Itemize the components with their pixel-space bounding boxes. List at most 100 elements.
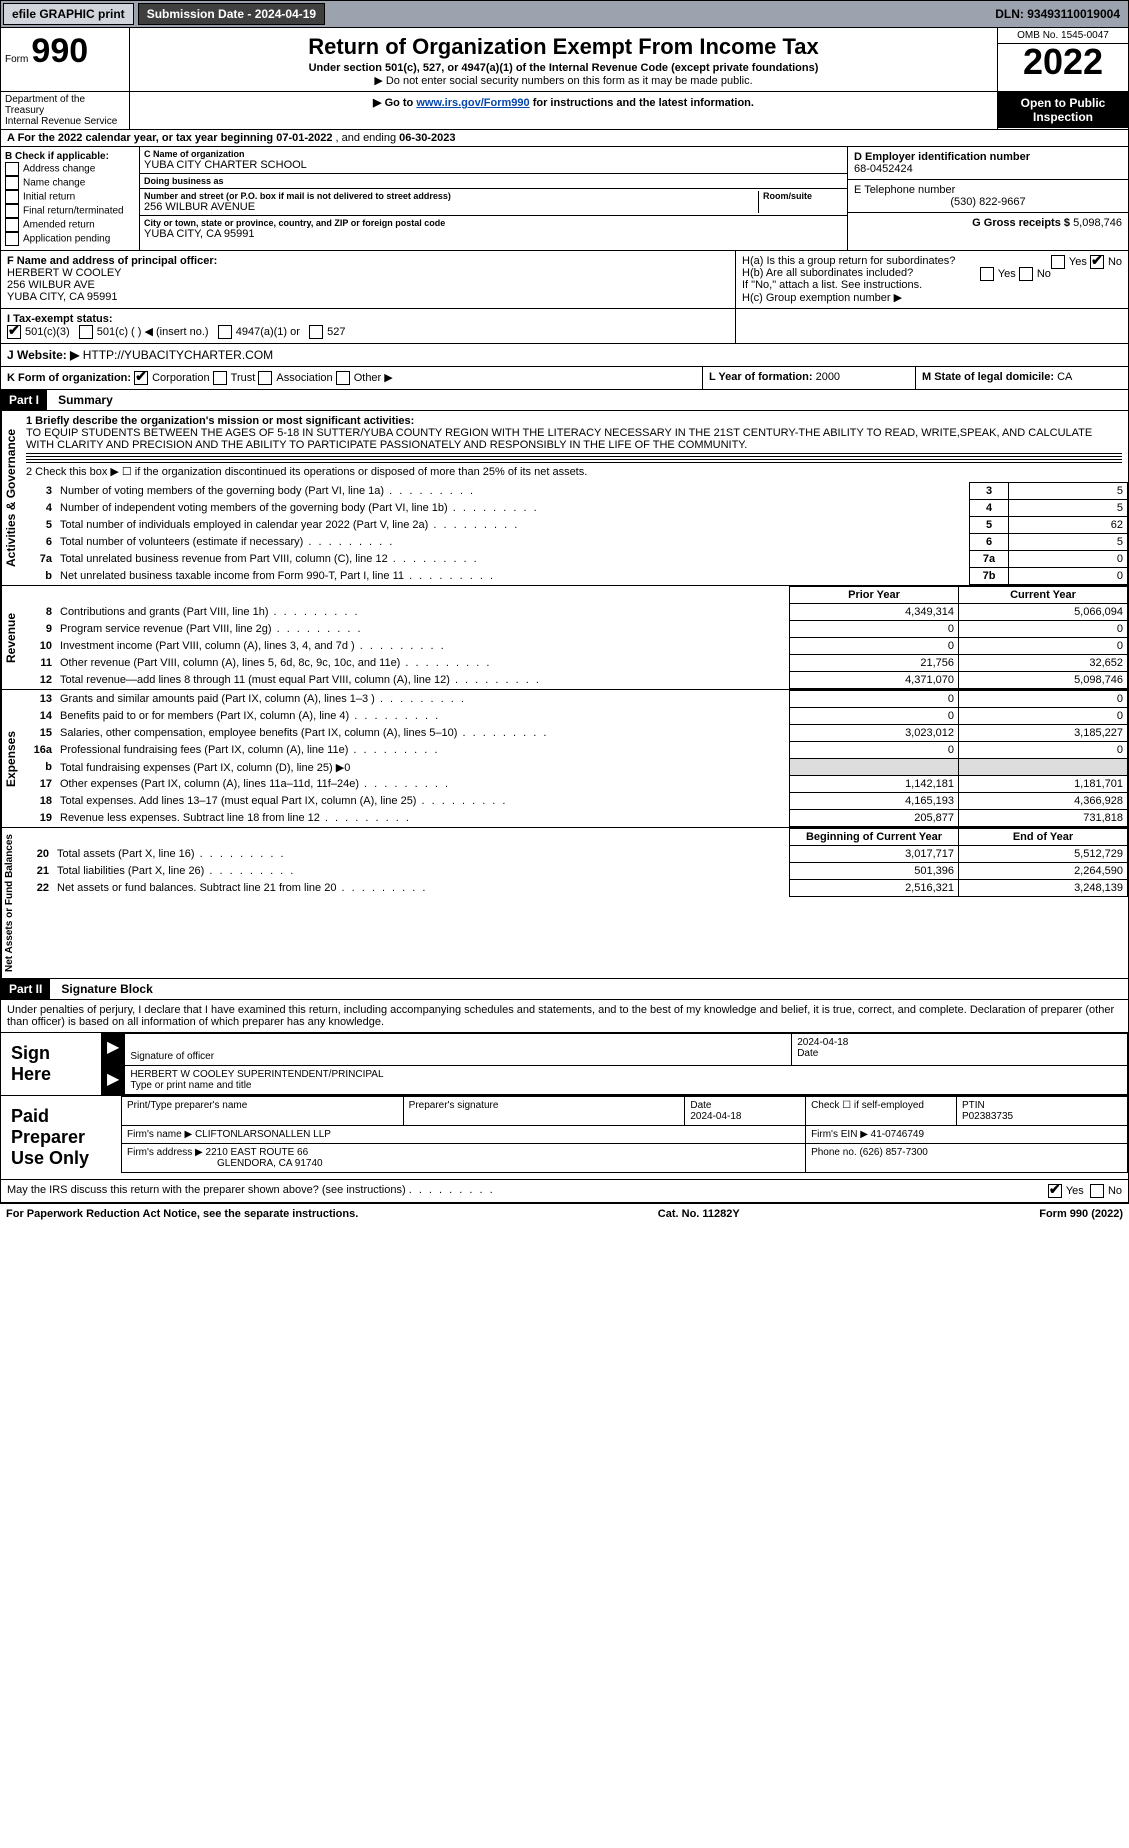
checkbox-initial-return[interactable]: [5, 190, 19, 204]
dept-treasury: Department of the Treasury Internal Reve…: [1, 92, 130, 129]
officer-label: F Name and address of principal officer:: [7, 255, 729, 267]
501c-checkbox[interactable]: [79, 325, 93, 339]
end-value: 3,248,139: [959, 880, 1128, 897]
hb-no-checkbox[interactable]: [1019, 267, 1033, 281]
prior-value: 21,756: [790, 655, 959, 672]
prep-selfemp-hdr: Check ☐ if self-employed: [806, 1097, 957, 1126]
row-i: I Tax-exempt status: 501(c)(3) 501(c) ( …: [0, 309, 1129, 344]
discuss-no: No: [1108, 1185, 1122, 1197]
mission-label: 1 Briefly describe the organization's mi…: [26, 415, 1122, 427]
501c3-checkbox[interactable]: [7, 325, 21, 339]
governance-table: 3 Number of voting members of the govern…: [20, 482, 1128, 585]
paid-preparer-label: Paid Preparer Use Only: [1, 1096, 121, 1179]
527-checkbox[interactable]: [309, 325, 323, 339]
domicile-value: CA: [1057, 371, 1072, 383]
line-num: 11: [20, 655, 56, 672]
checkbox-final-return[interactable]: [5, 204, 19, 218]
row-a: A For the 2022 calendar year, or tax yea…: [0, 130, 1129, 147]
trust-checkbox[interactable]: [213, 371, 227, 385]
current-value: 4,366,928: [959, 793, 1128, 810]
current-value: 1,181,701: [959, 776, 1128, 793]
gross-receipts-label: G Gross receipts $: [972, 217, 1070, 229]
prior-value: 0: [790, 742, 959, 759]
line-label: Program service revenue (Part VIII, line…: [56, 621, 790, 638]
part2-title: Signature Block: [53, 979, 160, 999]
line-num: 12: [20, 672, 56, 689]
shaded-cell: [790, 759, 959, 776]
end-year-hdr: End of Year: [959, 829, 1128, 846]
other-checkbox[interactable]: [336, 371, 350, 385]
form-number-box: Form 990: [1, 28, 130, 91]
section-bcdeg: B Check if applicable: Address change Na…: [0, 147, 1129, 251]
vtab-revenue: Revenue: [1, 586, 20, 689]
hc-label: H(c) Group exemption number ▶: [742, 291, 1122, 304]
line-label: Net assets or fund balances. Subtract li…: [53, 880, 790, 897]
discuss-yes-checkbox[interactable]: [1048, 1184, 1062, 1198]
declaration-text: Under penalties of perjury, I declare th…: [0, 1000, 1129, 1033]
footer: For Paperwork Reduction Act Notice, see …: [0, 1203, 1129, 1224]
checkbox-amended-return[interactable]: [5, 218, 19, 232]
line-value: 0: [1009, 551, 1128, 568]
officer-name: HERBERT W COOLEY: [7, 267, 729, 279]
tax-year-begin: 07-01-2022: [276, 132, 332, 144]
line-num: 3: [20, 483, 56, 500]
checkbox-name-change[interactable]: [5, 176, 19, 190]
line-box: 5: [970, 517, 1009, 534]
goto-box: ▶ Go to www.irs.gov/Form990 for instruct…: [130, 92, 997, 129]
open-public-inspection: Open to Public Inspection: [998, 92, 1128, 128]
revenue-section: Revenue Prior Year Current Year8 Contrib…: [0, 586, 1129, 690]
line-num: 9: [20, 621, 56, 638]
prior-value: 0: [790, 621, 959, 638]
prep-name-hdr: Print/Type preparer's name: [122, 1097, 404, 1126]
line-box: 4: [970, 500, 1009, 517]
sig-date: 2024-04-18: [797, 1037, 1122, 1048]
checkbox-address-change[interactable]: [5, 162, 19, 176]
efile-print-button[interactable]: efile GRAPHIC print: [3, 3, 134, 25]
irs-link[interactable]: www.irs.gov/Form990: [416, 97, 529, 109]
website-value: HTTP://YUBACITYCHARTER.COM: [83, 348, 273, 362]
submission-date-button[interactable]: Submission Date - 2024-04-19: [138, 3, 325, 25]
hb-no: No: [1037, 268, 1051, 280]
opt-corp: Corporation: [152, 372, 209, 384]
line-label: Number of voting members of the governin…: [56, 483, 970, 500]
hb-yes-checkbox[interactable]: [980, 267, 994, 281]
label-name-change: Name change: [23, 178, 85, 189]
form-header: Form 990 Return of Organization Exempt F…: [0, 28, 1129, 92]
city-label: City or town, state or province, country…: [144, 218, 843, 228]
line-label: Total liabilities (Part X, line 26): [53, 863, 790, 880]
line-box: 7a: [970, 551, 1009, 568]
expenses-table: 13 Grants and similar amounts paid (Part…: [20, 690, 1128, 827]
topbar: efile GRAPHIC print Submission Date - 20…: [0, 0, 1129, 28]
sign-here-label: Sign Here: [1, 1033, 101, 1095]
phone-label: E Telephone number: [854, 184, 1122, 196]
assoc-checkbox[interactable]: [258, 371, 272, 385]
goto-post: for instructions and the latest informat…: [533, 97, 754, 109]
opt-501c3: 501(c)(3): [25, 326, 70, 338]
vtab-netassets: Net Assets or Fund Balances: [1, 828, 17, 978]
end-value: 5,512,729: [959, 846, 1128, 863]
part1-badge: Part I: [1, 390, 47, 410]
label-initial-return: Initial return: [23, 192, 75, 203]
line-num: 16a: [20, 742, 56, 759]
netassets-table: Beginning of Current Year End of Year20 …: [17, 828, 1128, 897]
discuss-no-checkbox[interactable]: [1090, 1184, 1104, 1198]
type-name-label: Type or print name and title: [130, 1080, 1122, 1091]
line-num: 15: [20, 725, 56, 742]
part1-title: Summary: [50, 390, 121, 410]
begin-value: 3,017,717: [790, 846, 959, 863]
firm-ein-label: Firm's EIN ▶: [811, 1129, 868, 1140]
corp-checkbox[interactable]: [134, 371, 148, 385]
group-return-box: H(a) Is this a group return for subordin…: [736, 251, 1128, 308]
line-num: 5: [20, 517, 56, 534]
ha-no-checkbox[interactable]: [1090, 255, 1104, 269]
revenue-table: Prior Year Current Year8 Contributions a…: [20, 586, 1128, 689]
firm-addr1: 2210 EAST ROUTE 66: [206, 1147, 309, 1158]
line-num: 6: [20, 534, 56, 551]
ha-yes-checkbox[interactable]: [1051, 255, 1065, 269]
label-final-return: Final return/terminated: [23, 206, 124, 217]
preparer-table: Print/Type preparer's name Preparer's si…: [121, 1096, 1128, 1173]
checkbox-application-pending[interactable]: [5, 232, 19, 246]
gross-receipts-value: 5,098,746: [1073, 217, 1122, 229]
4947-checkbox[interactable]: [218, 325, 232, 339]
year-formation-label: L Year of formation:: [709, 371, 813, 383]
